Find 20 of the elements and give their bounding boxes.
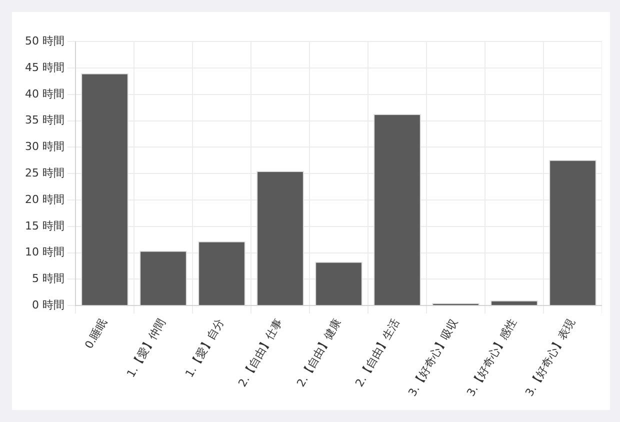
x-tick-label: 3.【好奇心】吸収 xyxy=(406,316,461,399)
y-tick-label: 10 時間 xyxy=(24,246,64,259)
x-tick-label: 1.【愛】自分 xyxy=(182,316,227,380)
x-tick-label: 2.【自由】健康 xyxy=(294,316,344,390)
x-tick-label: 1.【愛】仲間 xyxy=(124,316,168,380)
x-tick-label: 3.【好奇心】感性 xyxy=(464,316,520,399)
y-tick-label: 0 時間 xyxy=(32,298,64,312)
x-tick-label: 0.睡眠 xyxy=(82,316,110,352)
x-tick-label: 2.【自由】仕事 xyxy=(236,316,286,390)
y-tick-label: 15 時間 xyxy=(24,219,64,232)
y-tick-label: 45 時間 xyxy=(24,60,64,74)
y-tick-label: 30 時間 xyxy=(24,140,64,154)
y-tick-label: 40 時間 xyxy=(24,87,64,100)
x-tick-label: 2.【自由】生活 xyxy=(352,316,402,390)
y-tick-label: 20 時間 xyxy=(24,192,64,206)
y-tick-label: 50 時間 xyxy=(24,34,64,48)
y-tick-label: 5 時間 xyxy=(32,272,64,286)
x-tick-label: 3.【好奇心】表現 xyxy=(522,316,578,399)
y-tick-label: 25 時間 xyxy=(24,166,64,180)
y-tick-label: 35 時間 xyxy=(24,114,64,127)
